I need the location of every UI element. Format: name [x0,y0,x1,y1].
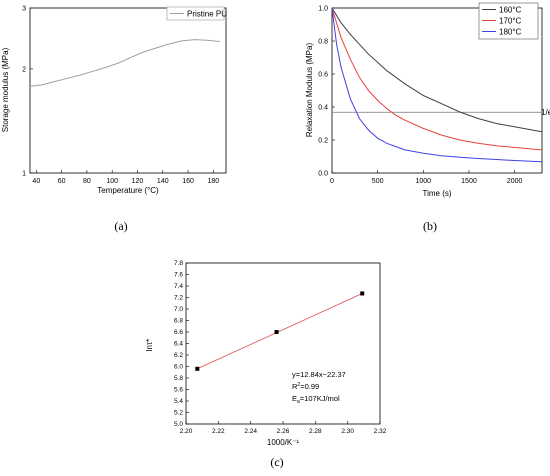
y-tick-label-c: 6.6 [174,329,183,336]
reference-label-1-over-e: 1/e [541,108,550,117]
legend-box-a [166,6,225,21]
x-axis-label-b: Time (s) [422,189,451,198]
x-tick-label-b: 2000 [507,178,523,185]
y-tick-label-c: 7.4 [174,283,183,290]
x-tick-label-c: 2.20 [180,428,193,435]
data-point [360,291,365,296]
y-tick-label-c: 5.4 [174,398,183,405]
y-tick-label-a: 1 [22,171,26,178]
y-tick-label-a: 2 [22,66,26,73]
series-line-170c [331,7,543,151]
y-tick-label-c: 6.0 [174,364,183,371]
x-tick-label-a: 60 [58,178,66,185]
ea-value: =107KJ/mol [300,394,340,403]
data-points-c [195,291,365,371]
data-point [274,330,279,334]
r-squared: R2=0.99 [292,382,319,391]
y-tick-label-b: 0.2 [318,138,328,145]
x-tick-label-a: 80 [83,178,91,185]
x-tick-label-c: 2.28 [309,428,322,435]
legend-label-pristine-pu: Pristine PU [187,10,227,19]
panel-a: 40 60 80 100 120 140 160 180 1 2 3 Pristine PU Tem… [1,6,227,234]
x-tick-label-a: 120 [132,178,144,185]
x-tick-label-a: 180 [208,178,220,185]
y-tick-label-b: 0.6 [318,72,328,79]
x-tick-label-b: 1500 [461,178,477,185]
y-axis-label-a: Storage modulus (MPa) [1,47,10,132]
y-tick-label-c: 6.8 [174,318,183,325]
y-tick-label-c: 5.2 [174,410,183,417]
panel-label-c: (c) [270,455,283,469]
y-tick-label-b: 0.4 [318,105,328,112]
y-axis-label-b: Relaxation Modulus (MPa) [305,43,314,138]
legend-label-170c: 170°C [499,17,522,26]
plot-frame-b [331,7,543,174]
x-tick-label-c: 2.30 [341,428,354,435]
y-tick-label-c: 7.8 [174,260,183,267]
legend-a: Pristine PU [166,6,227,21]
x-tick-label-a: 100 [106,178,118,185]
x-axis-label-c: 1000/K⁻¹ [267,438,300,447]
series-lines-b [331,7,543,163]
fit-line [197,293,363,370]
annotations-c: y=12.84x−22.37 R2=0.99 Ea=107KJ/mol [292,370,346,405]
y-tick-label-c: 7.0 [174,306,183,313]
y-tick-label-b: 1.0 [318,6,328,13]
r-squared-sup: 2 [297,382,300,388]
y-tick-label-c: 7.2 [174,295,183,302]
x-tick-label-b: 500 [372,178,384,185]
x-tick-label-a: 140 [157,178,169,185]
legend-label-160c: 160°C [499,6,522,15]
y-tick-label-c: 5.8 [174,375,183,382]
plot-frame-a [29,7,227,174]
y-tick-label-c: 5.6 [174,387,183,394]
panel-c: 2.20 2.22 2.24 2.26 2.28 2.30 2.32 5.0 5.2 5.4 5.6… [145,260,387,469]
x-tick-label-a: 40 [32,178,40,185]
y-tick-label-b: 0.8 [318,39,328,46]
y-tick-label-c: 5.0 [174,421,183,428]
legend-b: 160°C 170°C 180°C [478,2,539,40]
y-tick-label-c: 6.2 [174,352,183,359]
x-tick-label-c: 2.22 [212,428,225,435]
ticks-c: 2.20 2.22 2.24 2.26 2.28 2.30 2.32 5.0 5.2 5.4 5.6… [174,260,387,435]
ticks-a: 40 60 80 100 120 140 160 180 1 2 3 [22,6,219,186]
x-axis-label-a: Temperature (°C) [97,186,159,195]
panel-label-a: (a) [114,219,127,233]
y-tick-label-b: 0.0 [318,171,328,178]
y-tick-label-c: 7.6 [174,272,183,279]
r-squared-value: =0.99 [300,382,319,391]
ea-base: E [292,394,297,403]
legend-label-180c: 180°C [499,28,522,37]
ticks-b: 0 500 1000 1500 2000 0.0 0.2 0.4 0.6 0.8 1.0 [318,6,522,186]
x-tick-label-c: 2.24 [244,428,257,435]
panel-b: 0 500 1000 1500 2000 0.0 0.2 0.4 0.6 0.8 1.0 1/e 1… [305,2,550,233]
x-tick-label-c: 2.26 [277,428,290,435]
x-tick-label-b: 0 [330,178,334,185]
series-line-160c [331,7,543,133]
series-line-180c [331,7,543,163]
x-tick-label-a: 160 [182,178,194,185]
panel-label-b: (b) [423,219,437,233]
y-axis-label-c: lnτ* [145,339,154,352]
ea-sub: a [297,399,300,405]
data-point [195,366,200,371]
y-tick-label-a: 3 [22,6,26,13]
plot-frame-c [185,262,381,425]
activation-energy: Ea=107KJ/mol [292,394,340,405]
x-tick-label-b: 1000 [416,178,432,185]
fit-equation: y=12.84x−22.37 [292,370,346,379]
r-squared-base: R [292,382,298,391]
series-line-pristine-pu [29,39,220,87]
y-tick-label-c: 6.4 [174,341,183,348]
x-tick-label-c: 2.32 [374,428,387,435]
